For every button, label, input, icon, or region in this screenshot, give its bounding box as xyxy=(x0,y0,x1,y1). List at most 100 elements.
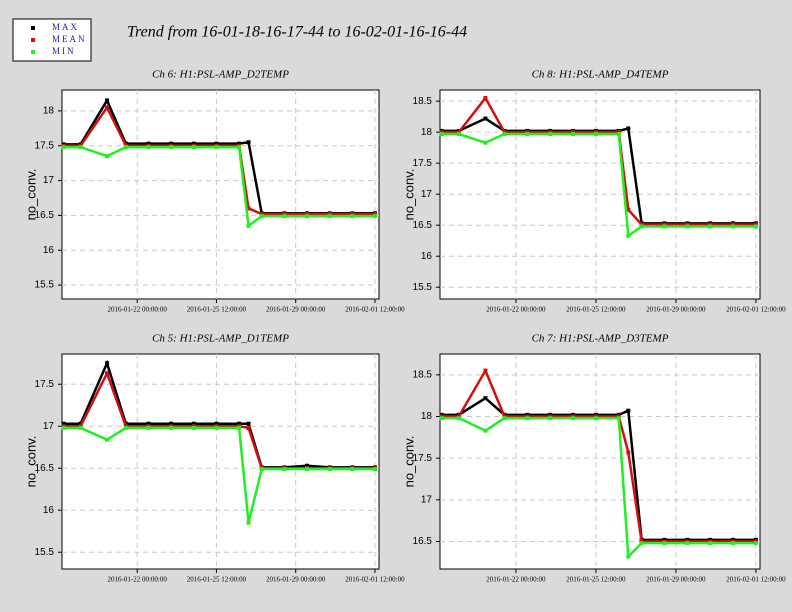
legend-label: MIN xyxy=(52,46,76,56)
point xyxy=(483,368,488,373)
point xyxy=(246,520,251,525)
point xyxy=(753,224,758,229)
point xyxy=(626,450,631,455)
x-tick-label: 2016-01-22 00:00:00 xyxy=(486,306,546,314)
series-line xyxy=(63,426,375,524)
point xyxy=(191,145,196,150)
plot-area xyxy=(61,353,380,570)
series-line xyxy=(441,367,756,543)
y-tick-label: 18 xyxy=(421,411,433,422)
point xyxy=(593,132,598,137)
y-tick-label: 16 xyxy=(43,505,55,516)
point xyxy=(105,98,110,103)
point xyxy=(548,416,553,421)
point xyxy=(305,463,310,468)
point xyxy=(616,132,621,137)
legend-box xyxy=(12,18,92,62)
point xyxy=(483,116,488,121)
point xyxy=(708,541,713,546)
point xyxy=(593,416,598,421)
y-tick-label: 18 xyxy=(43,106,55,117)
point xyxy=(350,214,355,219)
x-tick-label: 2016-02-01 12:00:00 xyxy=(345,306,405,314)
point xyxy=(169,141,174,146)
point xyxy=(282,467,287,472)
point xyxy=(525,416,530,421)
point xyxy=(237,141,242,146)
point xyxy=(123,425,128,430)
legend-marker xyxy=(31,26,35,30)
x-tick-label: 2016-02-01 12:00:00 xyxy=(345,576,405,584)
point xyxy=(259,212,264,217)
y-tick-label: 18.5 xyxy=(413,96,433,107)
y-tick-label: 17.5 xyxy=(35,379,55,390)
point xyxy=(214,425,219,430)
point xyxy=(571,416,576,421)
y-tick-label: 17 xyxy=(421,189,433,200)
y-tick-label: 17.5 xyxy=(35,140,55,151)
point xyxy=(626,554,631,559)
y-tick-label: 15.5 xyxy=(35,280,55,291)
y-tick-label: 17.5 xyxy=(413,158,433,169)
chart-title: Ch 8: H1:PSL-AMP_D4TEMP xyxy=(532,69,669,81)
point xyxy=(626,126,631,131)
point xyxy=(105,154,110,159)
point xyxy=(731,541,736,546)
point xyxy=(456,132,461,137)
x-tick-label: 2016-01-29 00:00:00 xyxy=(646,306,706,314)
point xyxy=(626,207,631,212)
point xyxy=(214,421,219,426)
y-tick-label: 17 xyxy=(421,494,433,505)
y-tick-label: 17.5 xyxy=(413,453,433,464)
point xyxy=(246,206,251,211)
point xyxy=(282,212,287,217)
point xyxy=(191,425,196,430)
chart-title: Ch 6: H1:PSL-AMP_D2TEMP xyxy=(152,69,289,81)
point xyxy=(708,224,713,229)
y-tick-label: 16 xyxy=(421,251,433,262)
series-line xyxy=(63,145,375,229)
point xyxy=(483,140,488,145)
point xyxy=(327,467,332,472)
series-line xyxy=(63,359,375,469)
point xyxy=(61,421,66,426)
point xyxy=(146,145,151,150)
y-tick-label: 17 xyxy=(43,175,55,186)
point xyxy=(105,371,110,376)
point xyxy=(237,425,242,430)
x-tick-label: 2016-01-22 00:00:00 xyxy=(108,306,168,314)
point xyxy=(731,224,736,229)
point xyxy=(685,541,690,546)
series-line xyxy=(441,132,756,238)
y-tick-label: 15.5 xyxy=(35,547,55,558)
point xyxy=(169,425,174,430)
y-tick-label: 16.5 xyxy=(35,463,55,474)
x-tick-label: 2016-01-25 12:00:00 xyxy=(566,306,626,314)
y-tick-label: 18.5 xyxy=(413,369,433,380)
x-tick-label: 2016-02-01 12:00:00 xyxy=(726,576,786,584)
x-tick-label: 2016-01-29 00:00:00 xyxy=(646,576,706,584)
y-tick-label: 15.5 xyxy=(413,282,433,293)
point xyxy=(639,224,644,229)
chart-title: Ch 5: H1:PSL-AMP_D1TEMP xyxy=(152,333,289,345)
point xyxy=(146,425,151,430)
x-tick-label: 2016-01-22 00:00:00 xyxy=(486,576,546,584)
point xyxy=(350,467,355,472)
point xyxy=(61,425,66,430)
point xyxy=(753,541,758,546)
point xyxy=(350,212,355,217)
x-tick-label: 2016-01-29 00:00:00 xyxy=(266,306,326,314)
point xyxy=(662,224,667,229)
x-tick-label: 2016-02-01 12:00:00 xyxy=(726,306,786,314)
point xyxy=(169,421,174,426)
y-axis-label: no_conv. xyxy=(401,436,416,488)
y-axis-label: no_conv. xyxy=(23,169,38,221)
y-axis-label: no_conv. xyxy=(23,436,38,488)
point xyxy=(61,145,66,150)
point xyxy=(169,145,174,150)
y-tick-label: 17 xyxy=(43,421,55,432)
legend-marker xyxy=(31,38,35,42)
y-tick-label: 16 xyxy=(43,245,55,256)
point xyxy=(105,437,110,442)
